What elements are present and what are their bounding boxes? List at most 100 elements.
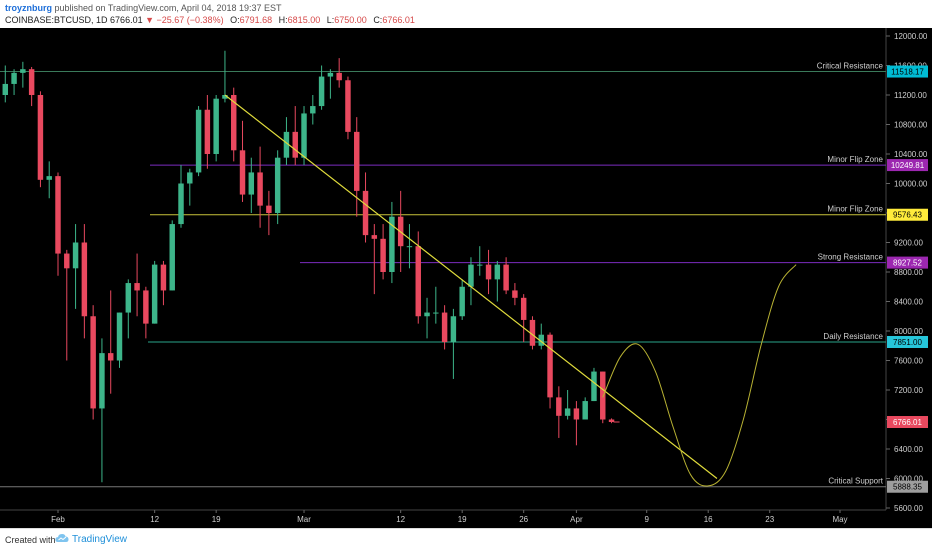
candle-body bbox=[292, 131, 298, 158]
x-tick-label: 26 bbox=[519, 515, 528, 524]
candle-body bbox=[90, 316, 96, 409]
chart-area[interactable]: 12000.0011600.0011200.0010800.0010400.00… bbox=[0, 28, 932, 528]
x-tick-label: 19 bbox=[212, 515, 221, 524]
candle-body bbox=[81, 242, 88, 317]
candle-body bbox=[600, 371, 606, 420]
level-price-tag bbox=[887, 208, 928, 221]
candle-body bbox=[468, 264, 474, 287]
y-tick-label: 10800.00 bbox=[894, 121, 928, 130]
candle-body bbox=[485, 264, 492, 280]
level-price-value: 7851.00 bbox=[893, 338, 922, 347]
candle-body bbox=[204, 109, 211, 154]
candle-body bbox=[301, 113, 307, 158]
candle-body bbox=[213, 98, 219, 154]
price-axis-background bbox=[886, 28, 932, 510]
high-label: H: bbox=[278, 15, 288, 25]
publish-info: troyznburg published on TradingView.com,… bbox=[5, 3, 282, 13]
candle-body bbox=[503, 264, 509, 291]
plot-background bbox=[0, 28, 886, 510]
candle-body bbox=[2, 83, 9, 95]
x-tick-label: 12 bbox=[396, 515, 405, 524]
low-label: L: bbox=[326, 15, 335, 25]
candle-body bbox=[380, 238, 386, 272]
candle-body bbox=[239, 150, 246, 195]
high-value: 6815.00 bbox=[287, 15, 321, 25]
candle-body bbox=[274, 157, 281, 213]
candle-body bbox=[327, 72, 334, 77]
projection-curve bbox=[602, 264, 797, 487]
level-label: Strong Resistance bbox=[818, 253, 884, 262]
candle-body bbox=[310, 106, 316, 114]
candle-body bbox=[459, 286, 465, 317]
level-label: Critical Resistance bbox=[817, 62, 884, 71]
close-value: 6766.01 bbox=[382, 15, 415, 25]
candle-body bbox=[64, 253, 70, 269]
level-price-value: 9576.43 bbox=[893, 211, 922, 220]
y-tick-label: 9200.00 bbox=[894, 239, 923, 248]
candle-body bbox=[477, 264, 483, 266]
candle-body bbox=[125, 283, 132, 313]
symbol-info: COINBASE:BTCUSD, 1D 6766.01 ▼ −25.67 (−0… bbox=[5, 15, 415, 25]
candle-body bbox=[538, 334, 544, 346]
candle-body bbox=[28, 69, 35, 95]
candle-body bbox=[424, 312, 430, 317]
candle-body bbox=[11, 72, 17, 84]
close-label: C: bbox=[373, 15, 383, 25]
candle-body bbox=[187, 172, 193, 184]
price-change: ▼ −25.67 (−0.38%) bbox=[145, 15, 224, 25]
y-tick-label: 8000.00 bbox=[894, 327, 923, 336]
x-tick-label: 16 bbox=[704, 515, 713, 524]
created-with-text: Created with bbox=[5, 535, 56, 545]
candle-body bbox=[450, 316, 457, 343]
candle-body bbox=[222, 95, 228, 99]
candle-body bbox=[371, 235, 378, 239]
y-tick-label: 8800.00 bbox=[894, 268, 923, 277]
level-price-tag bbox=[887, 159, 928, 172]
y-tick-label: 6400.00 bbox=[894, 445, 923, 454]
candle-body bbox=[547, 334, 553, 398]
level-price-tag bbox=[887, 256, 928, 269]
candle-body bbox=[107, 353, 114, 361]
low-value: 6750.00 bbox=[334, 15, 367, 25]
published-text: published on TradingView.com, April 04, … bbox=[54, 3, 282, 13]
candle-body bbox=[345, 80, 351, 132]
level-price-value: 8927.52 bbox=[893, 259, 922, 268]
candle-body bbox=[441, 312, 448, 343]
trendline bbox=[224, 94, 718, 479]
y-tick-label: 8400.00 bbox=[894, 298, 923, 307]
y-tick-label: 5600.00 bbox=[894, 504, 923, 513]
tradingview-brand[interactable]: TradingView bbox=[72, 534, 128, 545]
candle-body bbox=[257, 172, 263, 206]
level-label: Critical Support bbox=[828, 477, 883, 486]
candle-body bbox=[178, 183, 184, 225]
tradingview-cloud-icon bbox=[55, 534, 69, 542]
x-tick-label: Apr bbox=[570, 515, 583, 524]
level-price-tag bbox=[887, 480, 928, 493]
candle-body bbox=[529, 319, 536, 346]
candle-body bbox=[389, 216, 395, 272]
x-tick-label: May bbox=[832, 515, 847, 524]
candle-body bbox=[72, 242, 79, 269]
price-chart[interactable]: 12000.0011600.0011200.0010800.0010400.00… bbox=[0, 28, 932, 528]
level-price-value: 5888.35 bbox=[893, 483, 922, 492]
symbol-label[interactable]: COINBASE:BTCUSD, 1D bbox=[5, 15, 108, 25]
candle-body bbox=[134, 283, 140, 291]
author-link[interactable]: troyznburg bbox=[5, 3, 52, 13]
candle-body bbox=[46, 176, 52, 180]
x-tick-label: 12 bbox=[150, 515, 159, 524]
x-tick-label: Mar bbox=[297, 515, 311, 524]
open-label: O: bbox=[230, 15, 240, 25]
open-value: 6791.68 bbox=[239, 15, 273, 25]
candle-body bbox=[362, 190, 369, 236]
footer: Created with TradingView bbox=[0, 528, 932, 551]
candle-body bbox=[37, 95, 44, 180]
candle-body bbox=[433, 312, 439, 314]
candle-body bbox=[248, 172, 255, 195]
candle-body bbox=[336, 72, 342, 81]
candle-body bbox=[160, 264, 167, 291]
candle-body bbox=[266, 205, 272, 213]
candle-body bbox=[231, 95, 237, 151]
candle-body bbox=[520, 297, 527, 320]
candle-body bbox=[494, 264, 501, 280]
x-tick-label: 9 bbox=[644, 515, 649, 524]
